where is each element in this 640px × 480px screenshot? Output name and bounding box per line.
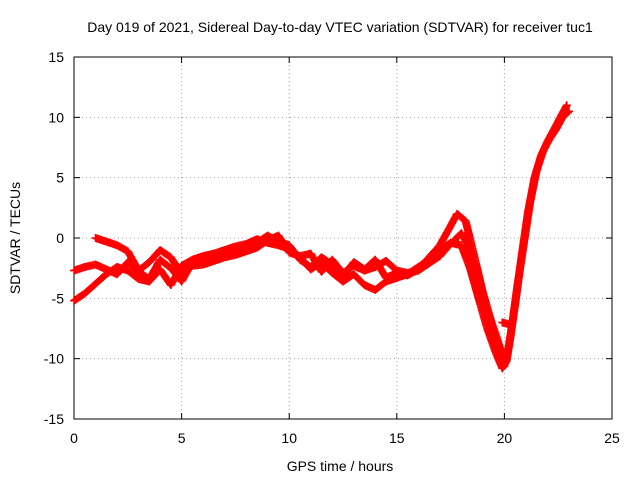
y-tick-label: -15 (44, 411, 64, 427)
data-point (500, 357, 509, 366)
x-tick-labels: 0 5 10 15 20 25 (70, 430, 620, 446)
y-tick-label: 15 (48, 49, 64, 65)
y-tick-label: -10 (44, 351, 64, 367)
x-tick-label: 10 (281, 430, 297, 446)
x-tick-label: 20 (497, 430, 513, 446)
y-tick-labels: -15 -10 -5 0 5 10 15 (44, 49, 64, 427)
grid (74, 57, 612, 419)
x-tick-label: 5 (178, 430, 186, 446)
y-axis-label: SDTVAR / TECUs (7, 182, 23, 294)
y-tick-label: 5 (56, 170, 64, 186)
y-tick-label: 0 (56, 230, 64, 246)
x-tick-label: 0 (70, 430, 78, 446)
chart-title: Day 019 of 2021, Sidereal Day-to-day VTE… (87, 19, 593, 35)
x-axis-label: GPS time / hours (287, 458, 394, 474)
data-point (506, 320, 515, 329)
y-tick-label: 10 (48, 109, 64, 125)
y-tick-label: -5 (52, 290, 65, 306)
data-point (564, 107, 573, 116)
x-tick-label: 15 (389, 430, 405, 446)
data-point (562, 101, 571, 110)
data-points (70, 101, 573, 373)
data-point-interp (563, 108, 572, 117)
x-tick-label: 25 (604, 430, 620, 446)
axis-ticks (73, 56, 613, 420)
